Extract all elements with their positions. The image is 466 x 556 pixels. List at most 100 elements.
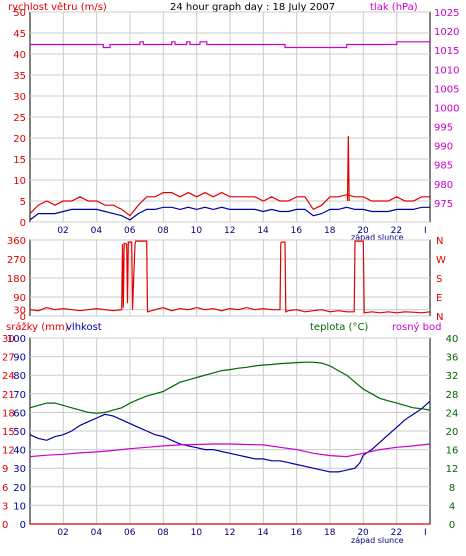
humidity-y-tick-label: 80 — [13, 371, 26, 382]
panel1-x-tick-label: 12 — [224, 226, 235, 236]
rain-y-tick-label: 18 — [2, 408, 15, 419]
humidity-y-tick-label: 90 — [13, 353, 26, 364]
humidity-y-tick-label: 30 — [13, 464, 26, 475]
panel1-x-tick-label: 14 — [257, 226, 269, 236]
rain-y-tick-label: 6 — [2, 483, 8, 494]
panel1-x-tick-label: 22 — [391, 226, 402, 236]
temperature-y-tick-label: 8 — [449, 483, 455, 494]
panel3-x-tick-label: 12 — [224, 528, 235, 538]
pressure-y-tick-label: 1005 — [434, 84, 459, 95]
wind-y-tick-label: 35 — [13, 71, 26, 82]
humidity-y-tick-label: 10 — [13, 501, 26, 512]
panel3-x-tick-label: I — [424, 528, 427, 538]
wind-y-tick-label: 40 — [13, 50, 26, 61]
panel1-x-tick-label: 08 — [157, 226, 169, 236]
wind-axis-label: rychlost větru (m/s) — [8, 1, 107, 13]
temperature-y-tick-label: 4 — [449, 501, 455, 512]
panel3-x-tick-label: 10 — [191, 528, 203, 538]
direction-y-tick-label: 270 — [7, 255, 26, 266]
temperature-y-tick-label: 32 — [446, 371, 459, 382]
humidity-y-tick-label: 20 — [13, 483, 26, 494]
pressure-y-tick-label: 990 — [434, 142, 453, 153]
pressure-axis-label: tlak (hPa) — [370, 2, 418, 13]
wind-y-tick-label: 15 — [13, 155, 26, 166]
wind-y-tick-label: 25 — [13, 113, 26, 124]
wind-y-tick-label: 10 — [13, 176, 26, 187]
pressure-y-tick-label: 975 — [434, 199, 453, 210]
series-temperature-line — [29, 361, 431, 414]
wind-y-tick-label: 45 — [13, 29, 26, 40]
rain-y-tick-label: 30 — [2, 334, 15, 345]
wind-pressure-panel: 0510152025303540455097598098599099510001… — [13, 8, 459, 242]
rain-y-tick-label: 0 — [2, 520, 8, 531]
panel3-x-tick-label: 02 — [57, 528, 68, 538]
pressure-y-tick-label: 1000 — [434, 103, 459, 114]
rain-y-tick-label: 21 — [2, 390, 15, 401]
humidity-temperature-panel: 0010320630940125015601870218024902710030… — [2, 334, 458, 545]
temperature-y-tick-label: 40 — [446, 334, 459, 345]
wind-y-tick-label: 5 — [20, 197, 26, 208]
panel1-x-tick-label: 04 — [91, 226, 103, 236]
panel3-x-tick-label: 20 — [357, 528, 369, 538]
pressure-y-tick-label: 995 — [434, 123, 453, 134]
series-dewpoint-line — [29, 443, 431, 458]
pressure-y-tick-label: 980 — [434, 180, 453, 191]
rain-y-tick-label: 3 — [2, 501, 8, 512]
rain-y-tick-label: 12 — [2, 446, 15, 457]
panel3-x-tick-label: 18 — [324, 528, 336, 538]
series-gust-spike-line — [346, 135, 350, 202]
panel1-x-tick-label: 20 — [357, 226, 369, 236]
panel1-x-tick-label: 06 — [124, 226, 136, 236]
humidity-y-tick-label: 0 — [20, 520, 26, 531]
direction-y-tick-label: 0 — [20, 312, 26, 323]
rain-y-tick-label: 9 — [2, 464, 8, 475]
rain-y-tick-label: 15 — [2, 427, 15, 438]
temperature-y-tick-label: 28 — [446, 390, 459, 401]
panel3-x-tick-label: 16 — [291, 528, 303, 538]
panel1-x-tick-label: 18 — [324, 226, 336, 236]
direction-y-tick-label: 30 — [13, 306, 26, 317]
dewpoint-axis-label: rosný bod — [392, 321, 441, 333]
temperature-y-tick-label: 12 — [446, 464, 459, 475]
rain-axis-label: srážky (mm) — [6, 321, 69, 333]
humidity-axis-label: vlhkost — [66, 322, 102, 333]
panel1-x-tick-label: 02 — [57, 226, 68, 236]
panel3-x-tick-label: 06 — [124, 528, 136, 538]
sunset-annotation: západ slunce — [351, 233, 404, 242]
humidity-y-tick-label: 40 — [13, 446, 26, 457]
temperature-y-tick-label: 20 — [446, 427, 459, 438]
compass-label: N — [436, 236, 443, 247]
compass-label: E — [436, 293, 442, 304]
temperature-y-tick-label: 36 — [446, 353, 459, 364]
rain-y-tick-label: 27 — [2, 353, 15, 364]
panel3-x-tick-label: 22 — [391, 528, 402, 538]
series-wind-direction-line — [29, 240, 431, 314]
chart-title: 24 hour graph day : 18 July 2007 — [170, 2, 335, 13]
humidity-y-tick-label: 100 — [7, 334, 26, 345]
direction-y-tick-label: 360 — [7, 236, 26, 247]
panel1-x-tick-label: 16 — [291, 226, 303, 236]
sunset-annotation: západ slunce — [351, 536, 404, 545]
panel3-x-tick-label: 08 — [157, 528, 169, 538]
panel3-x-tick-label: 14 — [257, 528, 269, 538]
direction-y-tick-label: 90 — [13, 293, 26, 304]
pressure-y-tick-label: 1020 — [434, 27, 459, 38]
temperature-y-tick-label: 16 — [446, 446, 459, 457]
pressure-y-tick-label: 1025 — [434, 8, 459, 19]
series-average-wind-line — [29, 206, 430, 221]
humidity-y-tick-label: 70 — [13, 390, 26, 401]
pressure-y-tick-label: 1015 — [434, 46, 459, 57]
temperature-y-tick-label: 24 — [446, 408, 459, 419]
panel1-x-tick-label: I — [424, 226, 427, 236]
wind-y-tick-label: 30 — [13, 92, 26, 103]
direction-y-tick-label: 180 — [7, 274, 26, 285]
panel3-x-tick-label: 04 — [91, 528, 103, 538]
pressure-y-tick-label: 985 — [434, 161, 453, 172]
temperature-axis-label: teplota (°C) — [310, 322, 368, 333]
humidity-y-tick-label: 60 — [13, 408, 26, 419]
compass-label: S — [436, 274, 442, 285]
wind-y-tick-label: 0 — [20, 218, 26, 229]
compass-label: N — [436, 312, 443, 323]
